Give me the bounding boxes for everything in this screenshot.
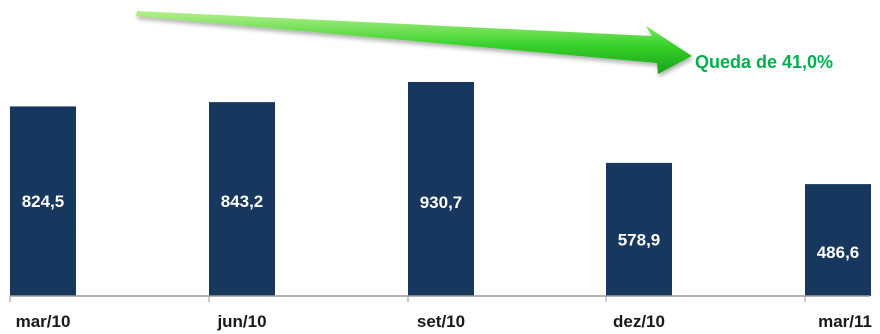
- annotation-label: Queda de 41,0%: [695, 52, 833, 72]
- bar-value-label: 824,5: [22, 192, 65, 211]
- x-tick-label: dez/10: [613, 312, 665, 331]
- x-tick-label: mar/10: [16, 312, 71, 331]
- bar-value-label: 843,2: [221, 192, 264, 211]
- bar-mar/10: [10, 106, 76, 296]
- x-tick-label: set/10: [417, 312, 465, 331]
- trend-arrow-icon: [136, 11, 692, 74]
- bar-mar/11: [805, 184, 871, 296]
- bar-value-label: 930,7: [420, 193, 463, 212]
- bar-value-label: 486,6: [817, 243, 860, 262]
- x-tick-label: mar/11: [818, 312, 872, 331]
- bar-value-label: 578,9: [618, 230, 661, 249]
- bar-jun/10: [209, 102, 275, 296]
- bar-dez/10: [606, 162, 672, 296]
- bar-set/10: [408, 82, 474, 296]
- x-tick-label: jun/10: [216, 312, 266, 331]
